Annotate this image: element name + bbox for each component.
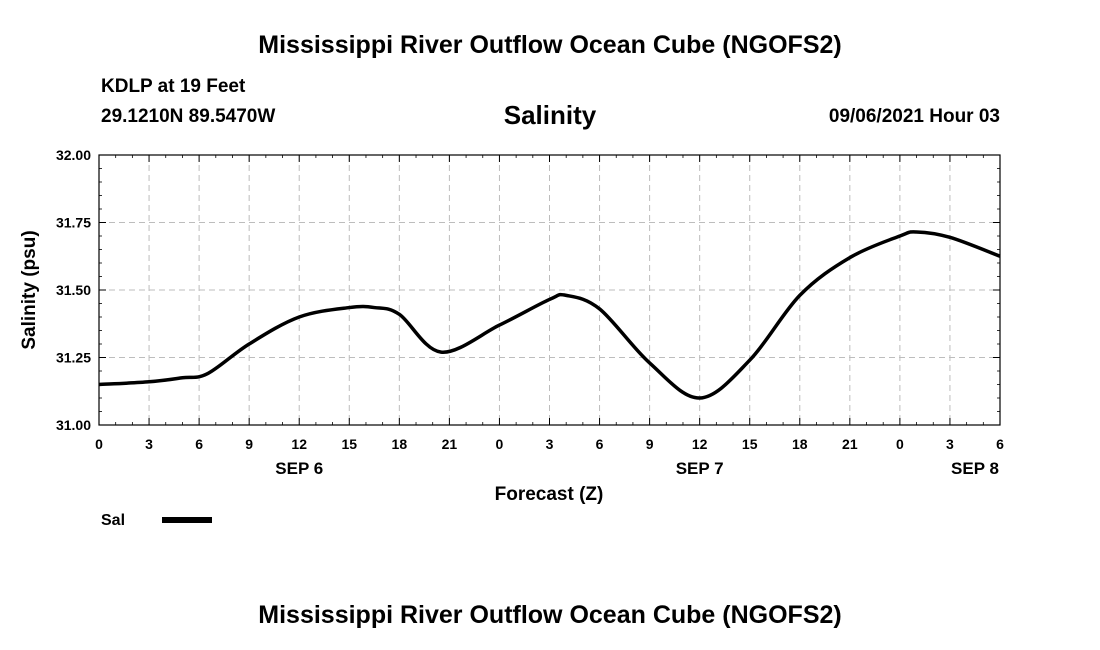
- x-tick-label: 6: [596, 436, 604, 452]
- x-tick-label: 0: [496, 436, 504, 452]
- y-axis-title: Salinity (psu): [19, 230, 40, 349]
- x-tick-label: 21: [842, 436, 858, 452]
- x-tick-label: 0: [95, 436, 103, 452]
- series-line-sal: [98, 230, 1001, 400]
- y-tick-label: 32.00: [56, 147, 91, 163]
- x-tick-label: 15: [742, 436, 758, 452]
- day-label: SEP 8: [951, 459, 999, 478]
- station-name: KDLP at 19 Feet: [101, 76, 246, 97]
- run-time: 09/06/2021 Hour 03: [828, 106, 1000, 127]
- x-tick-label: 3: [546, 436, 554, 452]
- x-tick-label: 3: [946, 436, 954, 452]
- x-tick-label: 15: [341, 436, 357, 452]
- x-axis-title: Forecast (Z): [495, 484, 604, 505]
- x-tick-label: 12: [291, 436, 307, 452]
- legend-label: Sal: [101, 512, 125, 529]
- x-tick-label: 18: [392, 436, 408, 452]
- main-title-bottom: Mississippi River Outflow Ocean Cube (NG…: [258, 601, 842, 629]
- legend: Sal: [101, 512, 212, 529]
- station-coordinates: 29.1210N 89.5470W: [101, 106, 276, 127]
- y-tick-label: 31.25: [56, 350, 91, 366]
- plot-frame: [98, 154, 1001, 426]
- x-tick-label: 12: [692, 436, 708, 452]
- y-tick-label: 31.50: [56, 282, 91, 298]
- x-tick-label: 9: [646, 436, 654, 452]
- day-label: SEP 7: [676, 459, 724, 478]
- x-tick-label: 9: [245, 436, 253, 452]
- x-tick-label: 6: [996, 436, 1004, 452]
- plot-title: Salinity: [503, 100, 597, 130]
- y-tick-label: 31.75: [56, 215, 91, 231]
- x-tick-label: 21: [442, 436, 458, 452]
- x-tick-label: 3: [145, 436, 153, 452]
- day-label: SEP 6: [275, 459, 323, 478]
- x-tick-label: 6: [195, 436, 203, 452]
- x-tick-label: 18: [792, 436, 808, 452]
- x-tick-label: 0: [896, 436, 904, 452]
- y-tick-label: 31.00: [56, 417, 91, 433]
- main-title-top: Mississippi River Outflow Ocean Cube (NG…: [258, 31, 842, 59]
